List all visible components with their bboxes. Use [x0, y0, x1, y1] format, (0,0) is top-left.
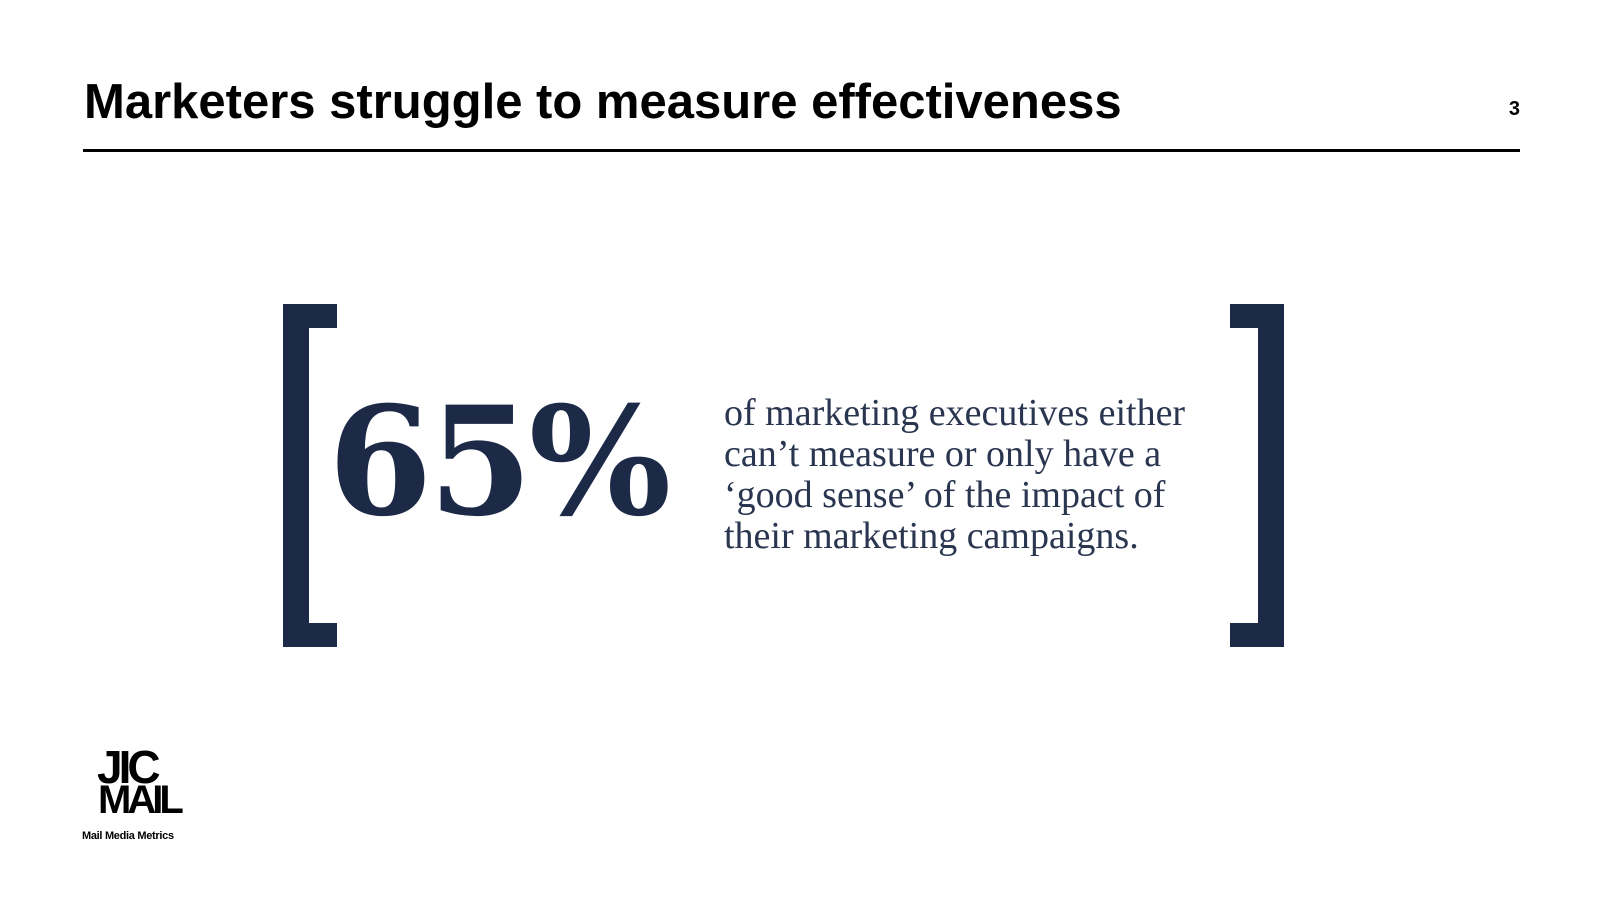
statistic-description-line: of marketing executives either — [724, 392, 1186, 434]
slide-title: Marketers struggle to measure effectiven… — [84, 75, 1122, 129]
statistic-description-line: their marketing campaigns. — [724, 515, 1139, 557]
statistic-value: 65% — [328, 374, 671, 550]
right-bracket — [1230, 304, 1284, 647]
left-bracket — [283, 304, 337, 647]
jicmail-logo: JIC MAIL Mail Media Metrics — [82, 744, 222, 850]
logo-mail-text: MAIL — [98, 778, 184, 822]
logo-jic-text: JIC — [97, 741, 161, 793]
statistic-description-line: can’t measure or only have a — [724, 433, 1162, 475]
logo-tagline: Mail Media Metrics — [82, 830, 174, 842]
title-divider — [83, 149, 1520, 152]
statistic-description: of marketing executives either can’t mea… — [724, 393, 1244, 557]
statistic-description-line: ‘good sense’ of the impact of — [724, 474, 1166, 516]
page-number: 3 — [1508, 98, 1520, 120]
